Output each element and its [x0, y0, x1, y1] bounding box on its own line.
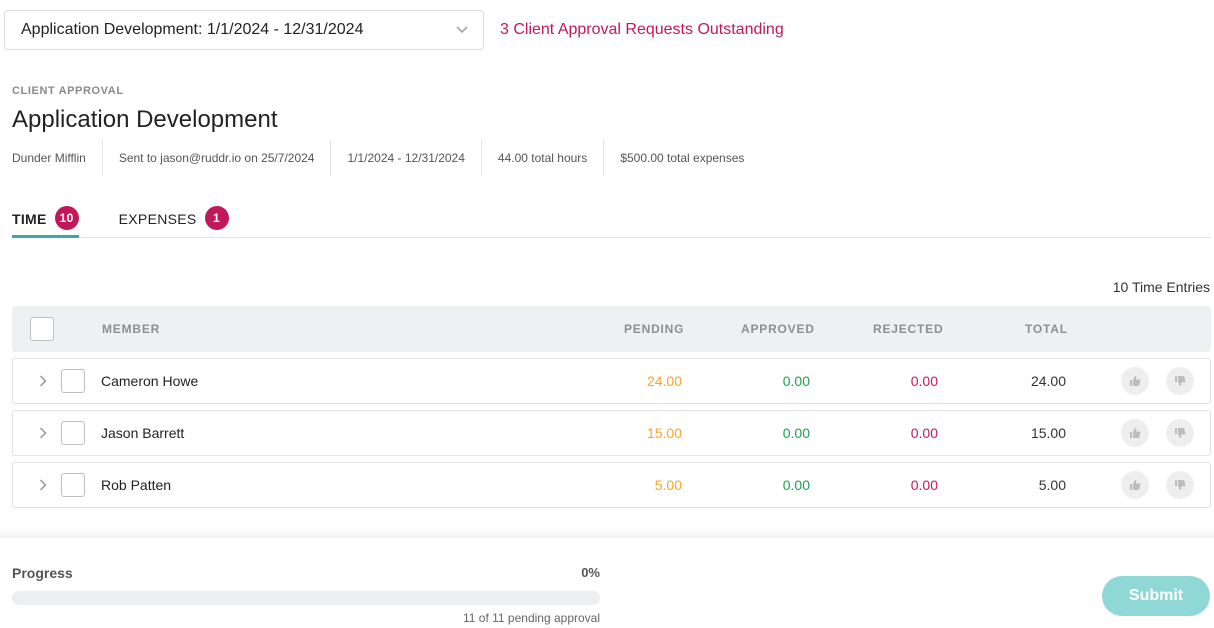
- tab-time-count-badge: 10: [54, 206, 79, 230]
- table-row: Cameron Howe 24.00 0.00 0.00 24.00: [12, 358, 1211, 404]
- total-hours: 5.00: [1038, 477, 1066, 493]
- tab-time-label: TIME: [12, 211, 47, 227]
- chevron-right-icon[interactable]: [35, 373, 51, 389]
- member-name[interactable]: Cameron Howe: [101, 373, 199, 389]
- thumbs-up-icon: [1130, 428, 1141, 438]
- tab-time[interactable]: TIME 10: [12, 203, 79, 238]
- meta-date-range: 1/1/2024 - 12/31/2024: [330, 140, 480, 176]
- column-header-approved[interactable]: APPROVED: [741, 322, 815, 336]
- top-bar: Application Development: 1/1/2024 - 12/3…: [4, 10, 784, 50]
- progress-label: Progress: [12, 565, 73, 581]
- rejected-hours: 0.00: [910, 425, 938, 441]
- meta-total-expenses: $500.00 total expenses: [603, 140, 760, 176]
- tab-expenses-count-badge: 1: [204, 206, 229, 230]
- thumbs-down-icon: [1175, 428, 1186, 438]
- total-hours: 15.00: [1030, 425, 1066, 441]
- chevron-right-icon[interactable]: [35, 425, 51, 441]
- table-header: MEMBER PENDING APPROVED REJECTED TOTAL: [12, 306, 1211, 352]
- approve-button[interactable]: [1121, 367, 1149, 395]
- column-header-total[interactable]: TOTAL: [1025, 322, 1068, 336]
- select-all-checkbox[interactable]: [30, 317, 54, 341]
- thumbs-up-icon: [1130, 376, 1141, 386]
- page-title: Application Development: [12, 106, 278, 133]
- row-checkbox[interactable]: [61, 369, 85, 393]
- reject-button[interactable]: [1166, 419, 1194, 447]
- thumbs-down-icon: [1175, 480, 1186, 490]
- tab-expenses-label: EXPENSES: [118, 211, 197, 227]
- outstanding-requests-link[interactable]: 3 Client Approval Requests Outstanding: [500, 21, 784, 38]
- chevron-right-icon[interactable]: [35, 477, 51, 493]
- meta-client: Dunder Mifflin: [12, 151, 86, 165]
- tabs: TIME 10 EXPENSES 1: [12, 203, 1211, 238]
- pending-hours: 24.00: [646, 373, 682, 389]
- rejected-hours: 0.00: [910, 373, 938, 389]
- pending-hours: 5.00: [654, 477, 682, 493]
- member-name[interactable]: Rob Patten: [101, 477, 172, 493]
- column-header-rejected[interactable]: REJECTED: [873, 322, 944, 336]
- thumbs-down-icon: [1175, 376, 1186, 386]
- approval-meta: Dunder Mifflin Sent to jason@ruddr.io on…: [12, 140, 760, 176]
- row-checkbox[interactable]: [61, 421, 85, 445]
- row-checkbox[interactable]: [61, 473, 85, 497]
- chevron-down-icon: [455, 23, 469, 37]
- approved-hours: 0.00: [782, 373, 810, 389]
- total-hours: 24.00: [1030, 373, 1066, 389]
- page-eyebrow: CLIENT APPROVAL: [12, 85, 124, 97]
- reject-button[interactable]: [1166, 471, 1194, 499]
- member-name[interactable]: Jason Barrett: [101, 425, 185, 441]
- meta-total-hours: 44.00 total hours: [480, 140, 603, 176]
- approve-button[interactable]: [1121, 419, 1149, 447]
- column-header-pending[interactable]: PENDING: [624, 322, 685, 336]
- approve-button[interactable]: [1121, 471, 1149, 499]
- footer: Progress 0% 11 of 11 pending approval Su…: [0, 538, 1214, 628]
- table-row: Jason Barrett 15.00 0.00 0.00 15.00: [12, 410, 1211, 456]
- project-select-value: Application Development: 1/1/2024 - 12/3…: [21, 21, 364, 38]
- submit-button[interactable]: Submit: [1102, 576, 1210, 616]
- approved-hours: 0.00: [782, 477, 810, 493]
- progress-percent: 0%: [581, 565, 600, 580]
- meta-sent: Sent to jason@ruddr.io on 25/7/2024: [101, 140, 331, 176]
- time-entries-count: 10 Time Entries: [1112, 279, 1210, 295]
- project-select[interactable]: Application Development: 1/1/2024 - 12/3…: [4, 10, 484, 50]
- approved-hours: 0.00: [782, 425, 810, 441]
- progress-status: 11 of 11 pending approval: [463, 611, 600, 625]
- tab-expenses[interactable]: EXPENSES 1: [119, 203, 229, 238]
- rejected-hours: 0.00: [910, 477, 938, 493]
- column-header-member[interactable]: MEMBER: [102, 322, 161, 336]
- pending-hours: 15.00: [646, 425, 682, 441]
- footer-shadow: [0, 528, 1214, 540]
- table-row: Rob Patten 5.00 0.00 0.00 5.00: [12, 462, 1211, 508]
- progress-bar: [12, 591, 600, 605]
- thumbs-up-icon: [1130, 480, 1141, 490]
- reject-button[interactable]: [1166, 367, 1194, 395]
